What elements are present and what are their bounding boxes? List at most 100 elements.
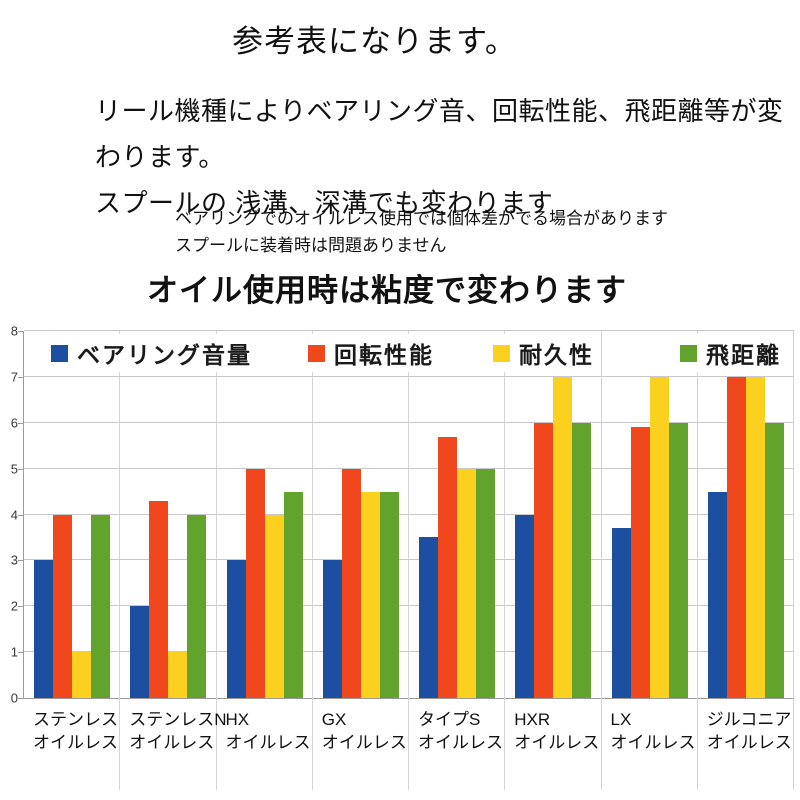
legend-swatch-icon (680, 344, 697, 362)
category-cell (505, 331, 601, 698)
category-separator (504, 331, 506, 790)
category-label-line: オイルレス (321, 733, 407, 752)
category-label: ステンレスオイルレス (23, 699, 119, 791)
legend-label: ベアリング音量 (77, 342, 252, 368)
intro-line-2: スプールの 浅溝、深溝でも変わります (95, 188, 554, 218)
legend-item: ベアリング音量 (49, 334, 258, 372)
category-label-line: オイルレス (33, 733, 118, 752)
intro-text: リール機種によりベアリング音、回転性能、飛距離等が変わります。 スプールの 浅溝… (95, 88, 800, 226)
category-label-line: ステンレス (33, 710, 118, 729)
category-label-line: オイルレス (418, 733, 503, 752)
y-tick-mark (18, 514, 23, 516)
bar-cells (24, 331, 794, 698)
category-cell (698, 331, 794, 698)
y-tick-label: 5 (10, 461, 18, 477)
gridline (24, 375, 794, 377)
legend-swatch-icon (308, 344, 325, 362)
y-tick-label: 1 (10, 644, 18, 660)
bar-回転性能 (438, 436, 458, 698)
category-label-line: オイルレス (129, 733, 215, 752)
category-label-line: タイプS (418, 710, 481, 729)
category-label: HX オイルレス (216, 699, 312, 791)
category-cell (602, 331, 698, 698)
bar-耐久性 (360, 491, 380, 698)
y-tick-label: 2 (10, 598, 18, 614)
bar-耐久性 (457, 468, 477, 698)
y-tick-mark (18, 698, 23, 699)
bar-回転性能 (341, 468, 361, 698)
gridline (24, 559, 794, 561)
category-separator (408, 331, 409, 790)
legend-label: 耐久性 (519, 342, 594, 368)
x-axis-labels: ステンレス オイルレス ステンレスN オイルレス HX オイルレス GX オイルレス タイプS オ… (23, 699, 793, 791)
gridline (24, 605, 794, 607)
gridline (24, 421, 794, 423)
legend-label: 飛距離 (706, 342, 781, 368)
category-label-line: GX (321, 710, 347, 729)
bar-ベアリング音量 (707, 491, 727, 698)
bar-group (130, 500, 207, 698)
plot-area: ベアリング音量 回転性能 耐久性 飛距離 (23, 330, 794, 790)
category-label-line: ジルコニア (706, 710, 792, 729)
category-cell (217, 331, 313, 698)
category-cell (409, 331, 505, 698)
category-label: HXR オイルレス (504, 699, 600, 791)
bar-飛距離 (187, 514, 207, 698)
bar-飛距離 (764, 422, 784, 698)
y-tick-label: 7 (10, 369, 18, 385)
gridline (24, 330, 794, 331)
category-separator (600, 331, 602, 790)
y-tick-label: 4 (10, 507, 18, 522)
bar-回転性能 (726, 376, 746, 698)
bar-飛距離 (379, 491, 399, 698)
bar-飛距離 (91, 514, 111, 698)
bar-耐久性 (264, 514, 284, 698)
legend-item: 回転性能 (306, 334, 440, 372)
bar-ベアリング音量 (130, 606, 150, 698)
bar-耐久性 (649, 376, 669, 698)
bar-ベアリング音量 (226, 560, 246, 698)
y-tick-mark (18, 606, 23, 608)
gridline (24, 467, 794, 469)
category-label-line: オイルレス (610, 733, 696, 752)
page-title: 参考表になります。 (232, 24, 517, 59)
category-label: ステンレスN オイルレス (119, 699, 227, 791)
y-tick-mark (18, 376, 23, 378)
y-tick-mark (18, 422, 23, 424)
category-cell (120, 331, 216, 698)
bar-group (322, 468, 399, 698)
legend-label: 回転性能 (334, 342, 434, 368)
category-separator (311, 331, 313, 790)
y-tick-label: 8 (10, 323, 18, 339)
category-label-line: オイルレス (706, 733, 792, 752)
bar-回転性能 (149, 500, 169, 698)
bar-飛距離 (668, 422, 688, 698)
category-separator (215, 331, 217, 790)
category-label-line: HX (225, 710, 250, 729)
gridline (24, 651, 794, 653)
y-tick-mark (18, 331, 23, 332)
gridline (24, 513, 794, 515)
bar-飛距離 (283, 491, 303, 698)
category-label: ジルコニアオイルレス (697, 699, 793, 791)
bar-ベアリング音量 (34, 560, 54, 698)
category-label-line: HXR (514, 710, 551, 729)
note-line-2: スプールに装着時は問題ありません (175, 236, 447, 255)
bar-回転性能 (53, 514, 73, 698)
bar-group (34, 514, 111, 698)
bar-耐久性 (553, 376, 573, 698)
bar-回転性能 (534, 422, 554, 698)
bar-耐久性 (72, 652, 92, 698)
legend-swatch-icon (493, 344, 510, 362)
category-separator (793, 331, 794, 790)
y-tick-label: 0 (10, 690, 18, 706)
category-label-line: ステンレスN (129, 710, 227, 729)
chart-subtitle: オイル使用時は粘度で変わります (147, 273, 627, 308)
category-separator (119, 331, 121, 790)
chart-legend: ベアリング音量 回転性能 耐久性 飛距離 (24, 331, 794, 372)
bar-耐久性 (745, 376, 765, 698)
legend-item: 耐久性 (491, 334, 600, 372)
category-label-line: オイルレス (225, 733, 311, 752)
category-label: LX オイルレス (601, 699, 697, 791)
